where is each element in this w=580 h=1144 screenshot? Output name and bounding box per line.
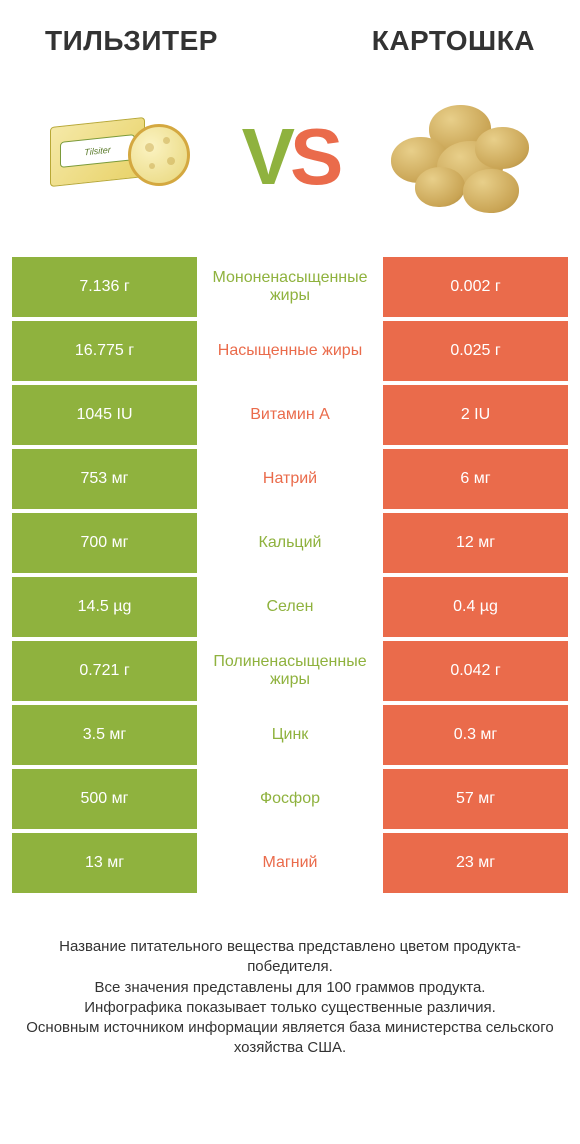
table-row: 3.5 мгЦинк0.3 мг — [12, 705, 568, 765]
footer-line: Основным источником информации является … — [18, 1018, 562, 1059]
cell-right-value: 57 мг — [383, 769, 568, 829]
cell-nutrient-label: Магний — [197, 833, 383, 893]
cell-right-value: 6 мг — [383, 449, 568, 509]
cell-left-value: 13 мг — [12, 833, 197, 893]
cheese-icon: Tilsiter — [50, 112, 190, 202]
cell-right-value: 0.042 г — [383, 641, 568, 701]
footer-line: Инфографика показывает только существенн… — [18, 998, 562, 1018]
cell-left-value: 14.5 µg — [12, 577, 197, 637]
cell-right-value: 0.3 мг — [383, 705, 568, 765]
cell-left-value: 7.136 г — [12, 257, 197, 317]
comparison-table: 7.136 гМононенасыщенные жиры0.002 г16.77… — [0, 257, 580, 893]
cell-right-value: 23 мг — [383, 833, 568, 893]
cell-left-value: 500 мг — [12, 769, 197, 829]
cell-left-value: 1045 IU — [12, 385, 197, 445]
table-row: 753 мгНатрий6 мг — [12, 449, 568, 509]
table-row: 1045 IUВитамин A2 IU — [12, 385, 568, 445]
table-row: 0.721 гПолиненасыщенные жиры0.042 г — [12, 641, 568, 701]
table-row: 16.775 гНасыщенные жиры0.025 г — [12, 321, 568, 381]
cell-nutrient-label: Насыщенные жиры — [197, 321, 383, 381]
titles-row: ТИЛЬЗИТЕР КАРТОШКА — [0, 0, 580, 67]
cell-nutrient-label: Селен — [197, 577, 383, 637]
cell-right-value: 12 мг — [383, 513, 568, 573]
footer-line: Название питательного вещества представл… — [18, 937, 562, 978]
table-row: 7.136 гМононенасыщенные жиры0.002 г — [12, 257, 568, 317]
title-left: ТИЛЬЗИТЕР — [45, 25, 218, 57]
vs-s: S — [290, 111, 338, 203]
table-row: 500 мгФосфор57 мг — [12, 769, 568, 829]
image-left: Tilsiter — [40, 87, 200, 227]
vs-row: Tilsiter VS — [0, 67, 580, 257]
cell-nutrient-label: Витамин A — [197, 385, 383, 445]
cell-nutrient-label: Кальций — [197, 513, 383, 573]
title-right: КАРТОШКА — [372, 25, 535, 57]
vs-label: VS — [242, 111, 339, 203]
cell-left-value: 753 мг — [12, 449, 197, 509]
footer-note: Название питательного вещества представл… — [0, 897, 580, 1059]
cell-left-value: 0.721 г — [12, 641, 197, 701]
table-row: 14.5 µgСелен0.4 µg — [12, 577, 568, 637]
potatoes-icon — [385, 97, 535, 217]
cell-left-value: 16.775 г — [12, 321, 197, 381]
table-row: 13 мгМагний23 мг — [12, 833, 568, 893]
footer-line: Все значения представлены для 100 граммо… — [18, 978, 562, 998]
cell-right-value: 0.025 г — [383, 321, 568, 381]
cell-left-value: 3.5 мг — [12, 705, 197, 765]
cell-left-value: 700 мг — [12, 513, 197, 573]
table-row: 700 мгКальций12 мг — [12, 513, 568, 573]
image-right — [380, 87, 540, 227]
cell-right-value: 0.002 г — [383, 257, 568, 317]
cell-nutrient-label: Полиненасыщенные жиры — [197, 641, 383, 701]
cell-right-value: 0.4 µg — [383, 577, 568, 637]
vs-v: V — [242, 111, 290, 203]
cell-nutrient-label: Фосфор — [197, 769, 383, 829]
cell-nutrient-label: Цинк — [197, 705, 383, 765]
cell-nutrient-label: Натрий — [197, 449, 383, 509]
cell-nutrient-label: Мононенасыщенные жиры — [197, 257, 383, 317]
cell-right-value: 2 IU — [383, 385, 568, 445]
